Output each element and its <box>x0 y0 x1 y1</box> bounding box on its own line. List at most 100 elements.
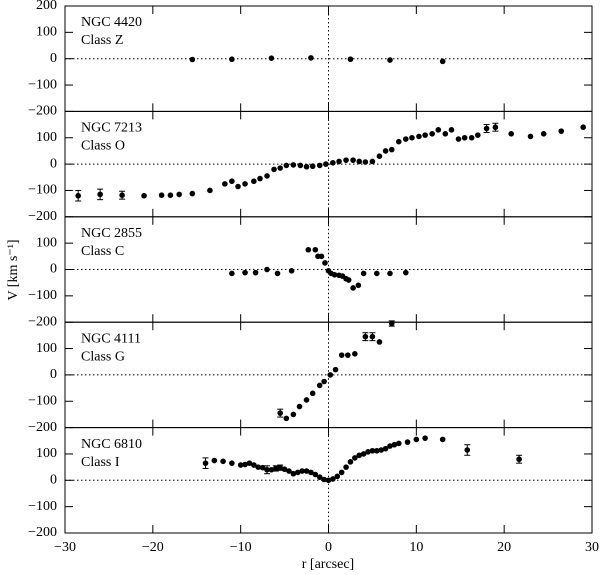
data-point <box>516 456 522 463</box>
data-point <box>508 130 514 137</box>
panel-subtitle: Class G <box>81 349 125 364</box>
data-point <box>387 443 393 449</box>
data-point <box>308 469 314 476</box>
data-point <box>323 161 329 167</box>
data-point <box>257 175 263 182</box>
data-point <box>391 441 398 448</box>
data-point <box>325 477 332 484</box>
y-tick-label: −100 <box>28 183 57 198</box>
y-tick-label: 0 <box>50 262 57 277</box>
data-point <box>483 125 490 132</box>
panel-title: NGC 6810 <box>81 437 142 452</box>
data-point <box>356 452 363 459</box>
data-point <box>283 415 290 422</box>
data-point <box>308 55 314 61</box>
data-point <box>220 458 226 465</box>
data-point <box>303 468 310 474</box>
data-point <box>141 192 147 199</box>
data-point <box>237 462 244 468</box>
y-axis-label: V [km s⁻¹] <box>6 239 21 300</box>
data-point <box>283 162 290 169</box>
data-point <box>309 390 316 397</box>
data-point <box>369 158 376 165</box>
data-point <box>277 165 283 171</box>
panel-subtitle: Class O <box>81 139 125 154</box>
data-point <box>365 449 371 455</box>
data-point <box>355 282 362 289</box>
panel-subtitle: Class C <box>81 244 124 259</box>
data-point <box>580 124 587 131</box>
data-point <box>464 447 471 453</box>
data-point <box>352 455 358 461</box>
data-point <box>374 270 380 277</box>
data-point <box>316 162 323 169</box>
data-point <box>281 466 288 473</box>
data-point <box>268 55 275 61</box>
data-point <box>387 57 393 63</box>
data-point <box>374 447 380 454</box>
data-point <box>316 474 323 480</box>
data-point <box>362 159 369 165</box>
data-point <box>97 191 103 198</box>
data-point <box>255 464 262 470</box>
y-tick-label: −100 <box>28 393 57 408</box>
data-point <box>455 136 462 142</box>
data-point <box>343 157 349 163</box>
data-point <box>286 468 292 474</box>
data-point <box>402 136 409 142</box>
data-point <box>297 162 304 169</box>
y-tick-label: −200 <box>28 209 57 224</box>
data-point <box>167 192 174 198</box>
x-tick-label: −20 <box>142 540 164 555</box>
data-point <box>369 447 376 454</box>
data-point <box>290 470 297 477</box>
data-point <box>290 162 297 168</box>
data-point <box>540 130 547 137</box>
data-point <box>274 270 281 277</box>
panel-title: NGC 4111 <box>81 331 141 346</box>
data-point <box>189 56 196 63</box>
data-point <box>211 457 218 464</box>
data-point <box>202 460 209 466</box>
data-point <box>235 183 241 190</box>
data-point <box>343 464 349 470</box>
x-tick-label: 30 <box>585 540 599 555</box>
y-tick-label: 100 <box>36 235 57 250</box>
y-tick-label: 0 <box>50 367 57 382</box>
data-point <box>439 58 446 65</box>
data-point <box>277 464 283 471</box>
data-point <box>158 192 165 198</box>
data-point <box>416 133 422 140</box>
data-point <box>207 187 213 194</box>
data-point <box>388 146 395 153</box>
data-point <box>222 181 228 187</box>
data-point <box>448 127 455 133</box>
data-point <box>395 138 402 145</box>
data-point <box>382 148 389 154</box>
data-point <box>330 476 336 482</box>
data-point <box>347 459 354 465</box>
data-point <box>264 266 270 273</box>
data-point <box>246 460 253 466</box>
data-point <box>251 178 257 185</box>
y-tick-label: 0 <box>50 51 57 66</box>
data-point <box>296 403 303 410</box>
panel-title: NGC 7213 <box>81 121 142 136</box>
y-tick-label: 200 <box>36 0 57 13</box>
data-point <box>312 471 319 478</box>
y-tick-label: −100 <box>28 499 57 514</box>
data-point <box>378 447 385 453</box>
data-point <box>435 127 442 133</box>
y-tick-label: −200 <box>28 525 57 540</box>
data-point <box>318 253 325 260</box>
data-point <box>362 333 369 340</box>
data-point <box>229 56 235 63</box>
data-point <box>404 439 411 445</box>
x-tick-label: 0 <box>325 540 332 555</box>
data-point <box>376 153 383 159</box>
data-point <box>242 269 248 276</box>
data-point <box>338 469 345 476</box>
data-point <box>264 173 270 179</box>
data-point <box>229 178 235 185</box>
